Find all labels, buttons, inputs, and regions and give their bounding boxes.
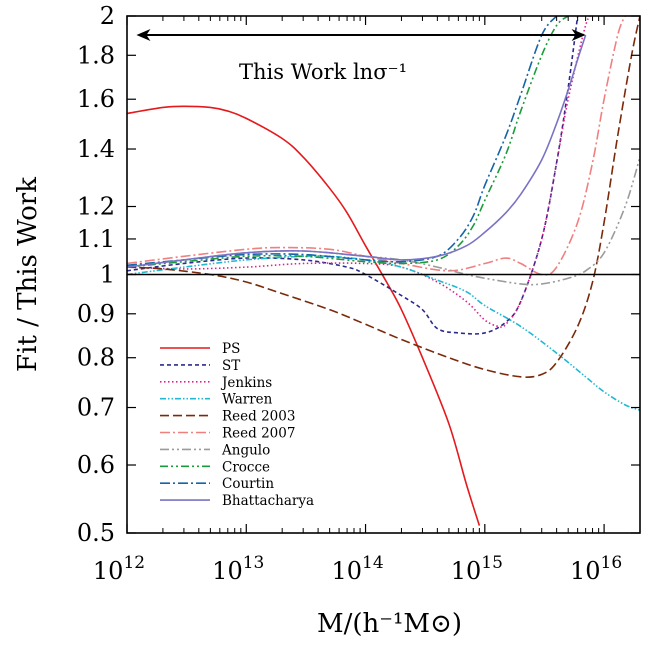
series-line-angulo [127,156,640,286]
legend-label-reed-2003: Reed 2003 [222,409,295,425]
legend-label-jenkins: Jenkins [220,375,272,391]
x-tick-label: 1014 [331,553,383,585]
y-tick-label: 2 [100,2,115,30]
legend-label-st: ST [222,358,240,374]
annotation-arrowhead-left [136,29,151,41]
x-tick-label: 1016 [570,553,622,585]
y-tick-label: 0.9 [77,300,115,328]
series-line-warren [127,255,640,411]
legend-label-angulo: Angulo [221,442,270,458]
y-tick-label: 0.6 [77,451,115,479]
y-tick-label: 0.7 [77,394,115,422]
annotation: This Work lnσ⁻¹ [136,29,586,84]
series-layer [127,16,640,526]
series-line-bhattacharya [127,34,587,268]
x-axis-title: M/(h⁻¹M⊙) [317,609,462,639]
x-tick-label: 1012 [93,553,145,585]
series-line-ps [127,105,481,526]
x-tick-exponent: 15 [481,553,503,573]
x-tick-label: 1013 [212,553,264,585]
series-line-courtin [127,16,558,267]
y-tick-label: 1 [100,261,115,289]
y-tick-label: 0.8 [77,344,115,372]
x-tick-exponent: 16 [601,553,623,573]
series-line-crocce [127,16,569,268]
y-axis-title: Fit / This Work [13,177,43,372]
y-tick-label: 1.8 [77,41,115,69]
legend-label-crocce: Crocce [222,459,270,475]
x-tick-exponent: 13 [243,553,265,573]
annotation-text: This Work lnσ⁻¹ [239,60,407,84]
axis-ticks: 1012 1013 1014 1015 1016 0.5 0.6 0.7 0.8 0.9 1 1.1 1… [77,2,641,585]
x-tick-label: 1015 [451,553,503,585]
y-tick-label: 1.4 [77,135,115,163]
annotation-arrowhead-right [571,29,586,41]
series-line-reed-2003 [127,16,640,378]
legend-label-ps: PS [222,341,240,357]
x-tick-exponent: 12 [123,553,145,573]
y-tick-label: 1.6 [77,85,115,113]
series-line-reed-2007 [127,16,626,276]
legend-label-bhattacharya: Bhattacharya [222,493,314,509]
y-tick-label: 0.5 [77,519,115,547]
y-tick-label: 1.1 [77,225,115,253]
y-tick-label: 1.2 [77,193,115,221]
series-line-jenkins [127,16,594,328]
legend-label-reed-2007: Reed 2007 [222,426,295,442]
legend-label-warren: Warren [222,392,273,408]
x-tick-exponent: 14 [362,553,384,573]
legend-label-courtin: Courtin [222,476,274,492]
